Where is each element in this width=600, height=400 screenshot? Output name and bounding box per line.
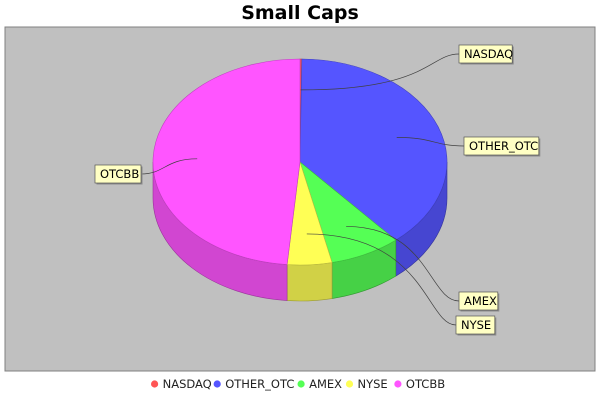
callout-line-otcbb <box>140 158 198 175</box>
callout-label-nasdaq: NASDAQ <box>464 47 513 61</box>
callout-box-amex <box>458 291 499 311</box>
legend-swatch-other-otc <box>213 380 221 388</box>
callout-line-nasdaq <box>300 53 460 91</box>
legend-swatch-nasdaq <box>151 380 159 388</box>
legend-label-amex[interactable]: AMEX <box>309 377 342 391</box>
legend-label-nasdaq[interactable]: NASDAQ <box>163 377 212 391</box>
callout-line-other-otc <box>396 137 465 147</box>
pie-slice-otcbb[interactable] <box>152 58 301 265</box>
pie-slice-other-otc[interactable] <box>299 58 448 241</box>
callout-box-nyse <box>455 315 496 335</box>
callout-line-nyse <box>306 233 457 326</box>
callout-label-amex: AMEX <box>464 294 497 308</box>
legend-swatch-amex <box>297 380 305 388</box>
callout-box-otcbb <box>94 164 142 184</box>
legend-label-otcbb[interactable]: OTCBB <box>406 377 445 391</box>
legend: NASDAQ OTHER_OTC AMEX NYSE OTCBB <box>151 377 445 391</box>
legend-label-nyse[interactable]: NYSE <box>358 377 388 391</box>
callout-box-other-otc <box>463 136 540 156</box>
callout-line-amex <box>346 226 460 302</box>
callout-box-nasdaq <box>458 44 513 64</box>
callout-label-otcbb: OTCBB <box>100 167 139 181</box>
chart-title: Small Caps <box>241 2 359 24</box>
callout-label-nyse: NYSE <box>461 318 491 332</box>
legend-swatch-otcbb <box>394 380 402 388</box>
legend-label-other-otc[interactable]: OTHER_OTC <box>225 377 294 391</box>
callout-label-other-otc: OTHER_OTC <box>469 139 538 153</box>
pie-wall-nyse <box>286 262 333 302</box>
legend-swatch-nyse <box>345 380 354 388</box>
